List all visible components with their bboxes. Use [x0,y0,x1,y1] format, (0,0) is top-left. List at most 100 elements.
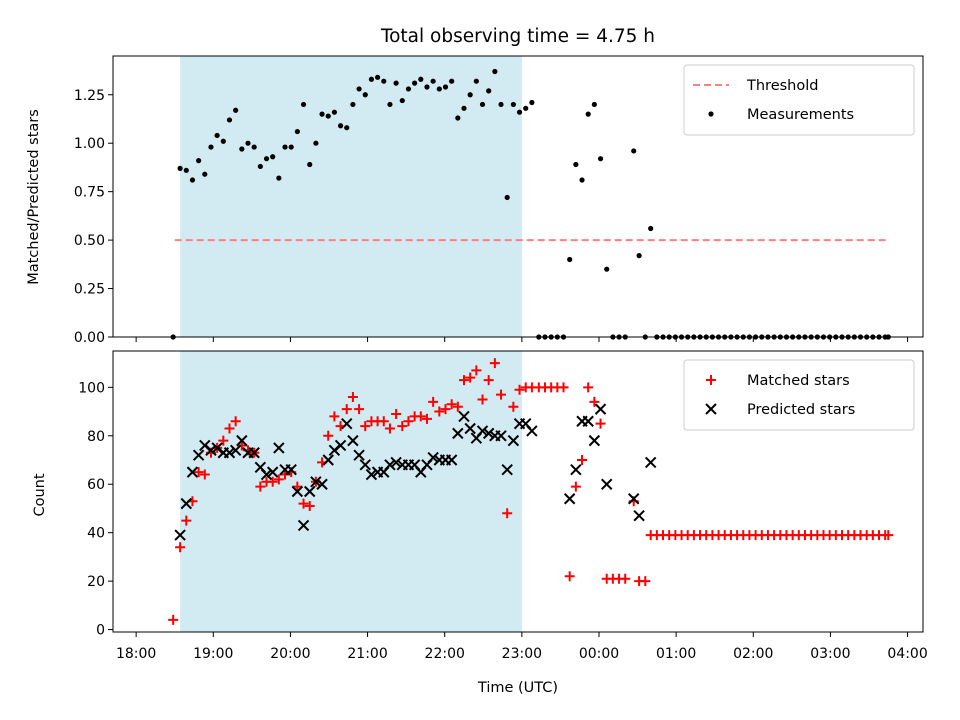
predicted-star-point [582,415,594,427]
measurement-point [387,101,393,108]
predicted-star-point [192,449,205,461]
predicted-star-point [310,476,322,488]
matched-star-point [267,476,278,487]
measurement-point [504,194,510,201]
matched-star-point [502,508,513,519]
measurement-point [479,101,486,108]
predicted-star-point [458,410,470,423]
measurement-point [405,86,412,92]
measurement-point [350,101,356,108]
matched-star-point [341,404,352,415]
top-axes-frame [112,55,924,338]
measurement-point [591,101,597,108]
matched-star-point [452,401,463,412]
measurement-point [270,154,276,160]
bottom-series-predicted-stars [174,403,657,541]
measurement-point [196,158,202,164]
measurement-point [239,146,245,152]
predicted-star-point [273,442,285,454]
measurement-point [492,68,498,75]
bottom-y-axis-label: Count [32,473,48,516]
matched-star-point [168,614,179,625]
top-y-tick-label: 1.00 [74,136,105,152]
x-tick-label: 21:00 [347,646,387,662]
matched-star-point [298,498,309,509]
measurement-point [202,171,208,177]
bottom-axes-frame [112,350,924,633]
legend-label-threshold: Threshold [746,78,818,94]
matched-star-point [583,382,594,393]
predicted-star-point [633,510,645,522]
measurement-point [307,161,313,168]
predicted-star-point [365,468,378,481]
x-tick-label: 02:00 [733,646,773,662]
measurement-point [300,101,307,108]
predicted-star-point [482,427,495,440]
bottom-y-tick-label: 20 [87,574,105,590]
top-y-tick-label: 0.75 [74,185,105,201]
bottom-y-tick-label: 100 [78,380,105,396]
predicted-star-point [260,468,273,481]
measurement-point [461,105,467,111]
measurement-point [189,177,196,183]
matched-star-point [224,423,235,434]
matched-star-point [428,396,439,407]
matched-star-point [360,421,371,432]
predicted-star-point [186,466,199,478]
predicted-star-point [384,459,396,471]
predicted-star-point [316,478,328,490]
predicted-star-point [427,451,439,464]
measurement-point [263,156,270,162]
matched-star-point [640,576,651,587]
predicted-star-point [297,519,310,532]
measurement-point [585,111,591,117]
matched-star-point [883,530,894,541]
top-observing-window [180,56,522,337]
bottom-y-tick-label: 40 [87,526,105,542]
top-y-tick-label: 0.00 [74,330,105,346]
measurement-point [276,175,282,181]
measurement-point [331,109,337,115]
measurement-point [313,140,319,146]
bottom-y-tick-label: 80 [87,429,105,445]
predicted-star-point [495,430,507,442]
measurement-point [214,132,220,139]
measurement-point [486,88,492,94]
measurement-point [381,78,387,84]
matched-star-point [459,375,469,386]
predicted-star-point [501,463,513,476]
measurement-point [424,84,430,90]
measurement-point [183,167,189,173]
top-y-tick-label: 0.25 [74,282,105,298]
x-tick-label: 00:00 [579,646,619,662]
measurement-point [337,123,344,129]
matched-star-point [446,399,457,410]
measurement-point [368,76,375,82]
predicted-star-point [594,403,607,415]
measurement-point [288,144,294,150]
predicted-star-point [570,463,582,476]
measurement-point [325,113,331,119]
matched-star-point [465,372,476,383]
predicted-star-point [236,434,248,447]
top-y-axis-label: Matched/Predicted stars [26,109,42,285]
predicted-star-point [304,485,316,498]
measurement-point [442,84,449,90]
predicted-star-point [359,459,371,471]
predicted-star-point [180,497,192,510]
matched-star-point [199,469,210,480]
measurement-point [412,80,418,86]
legend-label-predicted-stars: Predicted stars [747,402,855,418]
measurement-point [220,138,226,144]
x-axis-label: Time (UTC) [477,680,558,696]
measurement-point [177,165,183,171]
measurement-point [430,78,436,84]
measurement-point [208,144,214,150]
measurement-point [362,92,368,98]
legend-label-matched-stars: Matched stars [747,373,850,389]
measurement-point [233,107,239,113]
predicted-star-point [644,456,657,469]
figure-title: Total observing time = 4.75 h [380,26,655,47]
matched-star-point [304,501,315,512]
measurement-point [418,76,424,82]
